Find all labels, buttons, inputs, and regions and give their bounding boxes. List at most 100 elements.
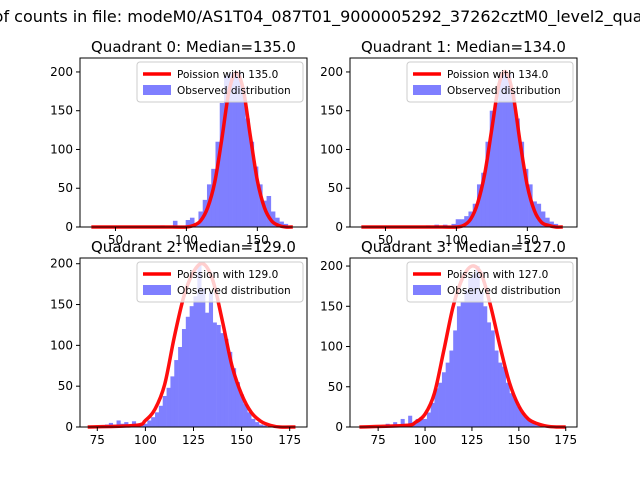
hist-bar xyxy=(502,71,508,227)
hist-bar xyxy=(476,184,482,227)
legend: Poission with 134.0 Observed distribution xyxy=(406,61,574,103)
hist-bar xyxy=(249,141,255,227)
hist-bar xyxy=(505,382,510,427)
hist-bar xyxy=(232,71,238,227)
x-tick-label: 150 xyxy=(230,433,253,447)
hist-bar xyxy=(481,172,486,227)
hist-bar xyxy=(528,184,533,227)
x-tick-label: 100 xyxy=(445,233,468,247)
hist-bar xyxy=(468,278,473,427)
y-tick-label: 50 xyxy=(58,379,73,393)
y-tick-label: 150 xyxy=(320,299,343,313)
x-tick-label: 175 xyxy=(554,433,577,447)
legend-box xyxy=(406,61,574,103)
hist-bar xyxy=(486,322,492,427)
hist-bar xyxy=(205,312,210,427)
hist-bar xyxy=(536,203,542,227)
x-tick-label: 150 xyxy=(516,233,539,247)
hist-bar xyxy=(253,166,259,227)
hist-bar xyxy=(494,102,499,227)
hist-bar xyxy=(519,141,525,227)
legend-label-poisson: Poission with 135.0 xyxy=(177,69,278,81)
hist-bar xyxy=(434,388,439,427)
hist-bar xyxy=(224,75,229,227)
hist-bar xyxy=(201,288,206,427)
hist-bar xyxy=(243,404,248,427)
legend-label-observed: Observed distribution xyxy=(177,285,291,297)
hist-bar xyxy=(189,217,195,227)
hist-bar xyxy=(479,291,484,427)
hist-bar xyxy=(216,324,221,427)
y-tick-label: 100 xyxy=(50,142,73,156)
legend: Poission with 129.0 Observed distribution xyxy=(136,261,304,303)
hist-bar xyxy=(197,263,202,427)
hist-bar xyxy=(545,217,550,227)
hist-bar xyxy=(228,73,233,228)
panel-0: Quadrant 0: Median=135.0 50 100 150 0 50 100 15… xyxy=(50,38,308,247)
legend-label-observed: Observed distribution xyxy=(447,285,561,297)
hist-bar xyxy=(224,338,229,427)
y-tick-label: 150 xyxy=(320,104,343,118)
x-tick-label: 50 xyxy=(108,233,123,247)
hist-bar xyxy=(239,394,244,427)
hist-bar xyxy=(220,333,225,427)
hist-bar xyxy=(483,306,488,427)
hist-bar xyxy=(498,75,503,227)
panel-title: Quadrant 0: Median=135.0 xyxy=(91,38,296,56)
legend-bar-swatch xyxy=(143,85,171,95)
hist-bar xyxy=(540,211,546,227)
hist-bar xyxy=(531,422,537,427)
y-tick-label: 100 xyxy=(320,142,343,156)
legend: Poission with 135.0 Observed distribution xyxy=(136,61,304,103)
hist-bar xyxy=(528,420,533,427)
hist-bar xyxy=(151,417,156,427)
hist-bar xyxy=(172,220,178,227)
hist-bar xyxy=(231,368,237,427)
hist-bar xyxy=(185,316,190,427)
hist-bar xyxy=(189,306,194,427)
hist-bar xyxy=(520,412,525,427)
hist-bar xyxy=(535,424,540,427)
y-tick-label: 50 xyxy=(58,181,73,195)
figure-suptitle: Histogram of counts in file: modeM0/AS1T… xyxy=(0,7,640,27)
hist-bar xyxy=(515,118,520,227)
y-tick-label: 200 xyxy=(50,65,73,79)
y-tick-label: 0 xyxy=(65,220,73,234)
hist-bar xyxy=(212,322,217,427)
x-tick-label: 100 xyxy=(134,433,157,447)
hist-bar xyxy=(400,418,405,427)
hist-bar xyxy=(441,372,446,427)
legend-bar-swatch xyxy=(143,285,171,295)
hist-bar xyxy=(506,73,512,228)
hist-bar xyxy=(475,266,480,427)
hist-bar xyxy=(438,382,443,427)
hist-bar xyxy=(262,425,267,427)
legend-box xyxy=(136,61,304,103)
hist-bar xyxy=(215,141,221,227)
hist-bar xyxy=(143,423,148,427)
hist-bar xyxy=(116,420,121,427)
legend-bar-swatch xyxy=(413,285,441,295)
hist-bar xyxy=(275,217,280,227)
legend-label-observed: Observed distribution xyxy=(177,85,291,97)
axes-frame xyxy=(349,257,578,428)
panel-title: Quadrant 3: Median=127.0 xyxy=(361,238,566,256)
hist-bar xyxy=(193,296,198,427)
y-tick-label: 200 xyxy=(320,65,343,79)
panel-1: Quadrant 1: Median=134.0 50 100 150 0 50 100 15… xyxy=(320,38,578,247)
hist-bar xyxy=(211,168,216,227)
hist-bar xyxy=(185,220,191,227)
y-tick-label: 150 xyxy=(50,104,73,118)
panel-title: Quadrant 2: Median=129.0 xyxy=(91,238,296,256)
x-tick-label: 150 xyxy=(507,433,530,447)
y-tick-label: 100 xyxy=(320,340,343,354)
hist-bar xyxy=(251,418,256,427)
hist-bar xyxy=(162,395,167,427)
hist-bar xyxy=(245,118,250,227)
hist-bar xyxy=(270,211,276,227)
x-tick-label: 75 xyxy=(90,433,105,447)
hist-bar xyxy=(178,346,183,427)
hist-bar xyxy=(498,362,503,427)
hist-bar xyxy=(494,350,499,427)
hist-bar xyxy=(279,221,284,227)
